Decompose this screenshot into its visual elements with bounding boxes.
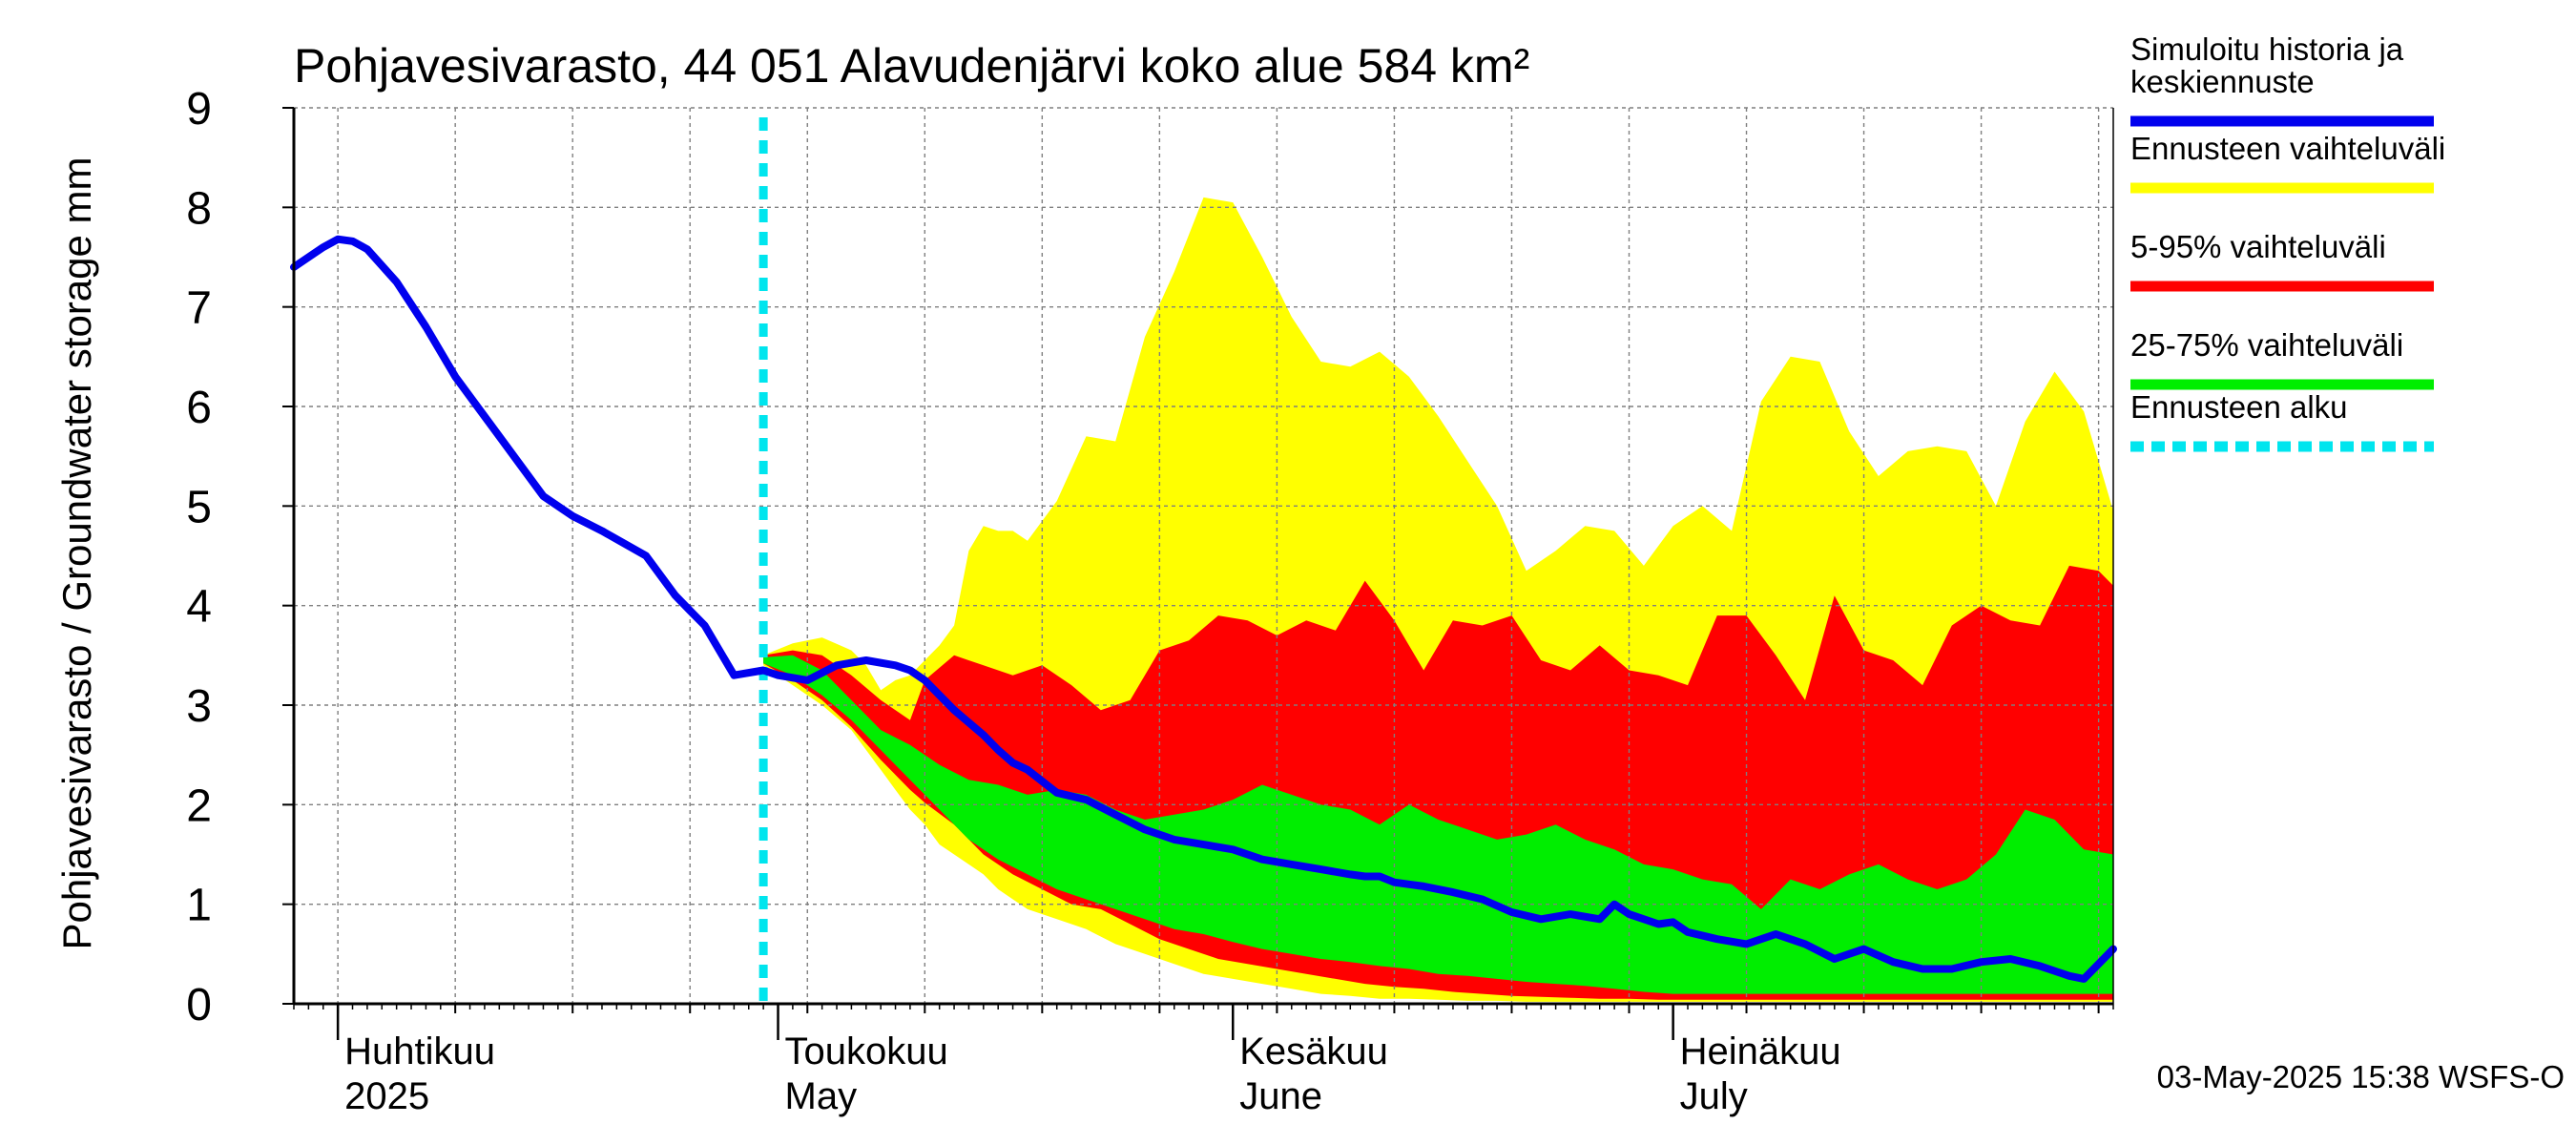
y-tick-label: 5 [186,482,212,532]
x-month-label-fi: Kesäkuu [1239,1030,1388,1072]
y-tick-label: 2 [186,781,212,831]
y-tick-label: 7 [186,283,212,334]
legend-label: 25-75% vaihteluväli [2130,327,2403,363]
y-tick-label: 8 [186,183,212,234]
x-month-label-fi: Toukokuu [785,1030,948,1072]
y-tick-label: 6 [186,383,212,433]
legend-label: Simuloitu historia ja [2130,31,2404,67]
legend-label: Ennusteen vaihteluväli [2130,131,2445,166]
p25-75-band [763,655,2113,994]
x-month-label-en: July [1680,1075,1748,1117]
legend-label: keskiennuste [2130,64,2315,99]
x-month-label-fi: Heinäkuu [1680,1030,1841,1072]
y-tick-label: 0 [186,980,212,1030]
x-month-label-en: May [785,1075,858,1117]
x-month-label-fi: Huhtikuu [344,1030,495,1072]
median-line [290,235,2117,983]
y-tick-label: 9 [186,84,212,135]
forecast-bands [763,197,2113,1002]
y-axis-label: Pohjavesivarasto / Groundwater storage m… [54,156,99,949]
chart-title: Pohjavesivarasto, 44 051 Alavudenjärvi k… [294,39,1529,93]
median-series [290,235,2117,983]
y-tick-label: 1 [186,881,212,931]
timestamp-label: 03-May-2025 15:38 WSFS-O [2157,1059,2565,1094]
legend-label: Ennusteen alku [2130,389,2348,425]
y-tick-label: 4 [186,582,212,633]
x-month-label-en: 2025 [344,1075,429,1117]
legend-label: 5-95% vaihteluväli [2130,229,2386,264]
x-month-label-en: June [1239,1075,1322,1117]
y-tick-label: 3 [186,681,212,732]
